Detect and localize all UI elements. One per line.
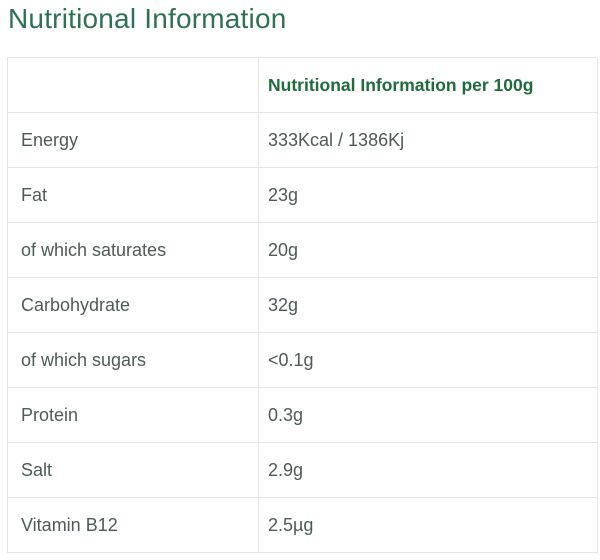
header-empty-cell (7, 57, 259, 113)
nutrient-value-cell: 333Kcal / 1386Kj (258, 112, 598, 168)
nutrition-table: Nutritional Information per 100g Energy 3… (7, 57, 598, 553)
nutrient-value-cell: 32g (258, 277, 598, 333)
table-row: of which saturates 20g (7, 222, 598, 278)
table-row: Fat 23g (7, 167, 598, 223)
nutrient-value-cell: 2.5µg (258, 497, 598, 553)
header-per-100g-cell: Nutritional Information per 100g (258, 57, 598, 113)
table-row: Protein 0.3g (7, 387, 598, 443)
nutrient-label-cell: Salt (7, 442, 259, 498)
nutrient-label-cell: Energy (7, 112, 259, 168)
nutrient-value-cell: <0.1g (258, 332, 598, 388)
table-row: of which sugars <0.1g (7, 332, 598, 388)
nutrient-value-cell: 0.3g (258, 387, 598, 443)
nutrient-label-cell: Fat (7, 167, 259, 223)
table-row: Vitamin B12 2.5µg (7, 497, 598, 553)
nutrient-label-cell: Carbohydrate (7, 277, 259, 333)
table-row: Carbohydrate 32g (7, 277, 598, 333)
table-row: Salt 2.9g (7, 442, 598, 498)
nutrient-label-cell: Vitamin B12 (7, 497, 259, 553)
nutrient-label-cell: of which sugars (7, 332, 259, 388)
page-title: Nutritional Information (8, 3, 287, 34)
nutrient-label-cell: Protein (7, 387, 259, 443)
nutrient-value-cell: 20g (258, 222, 598, 278)
table-header-row: Nutritional Information per 100g (7, 57, 598, 113)
table-row: Energy 333Kcal / 1386Kj (7, 112, 598, 168)
nutrient-label-cell: of which saturates (7, 222, 259, 278)
nutrient-value-cell: 23g (258, 167, 598, 223)
nutrient-value-cell: 2.9g (258, 442, 598, 498)
